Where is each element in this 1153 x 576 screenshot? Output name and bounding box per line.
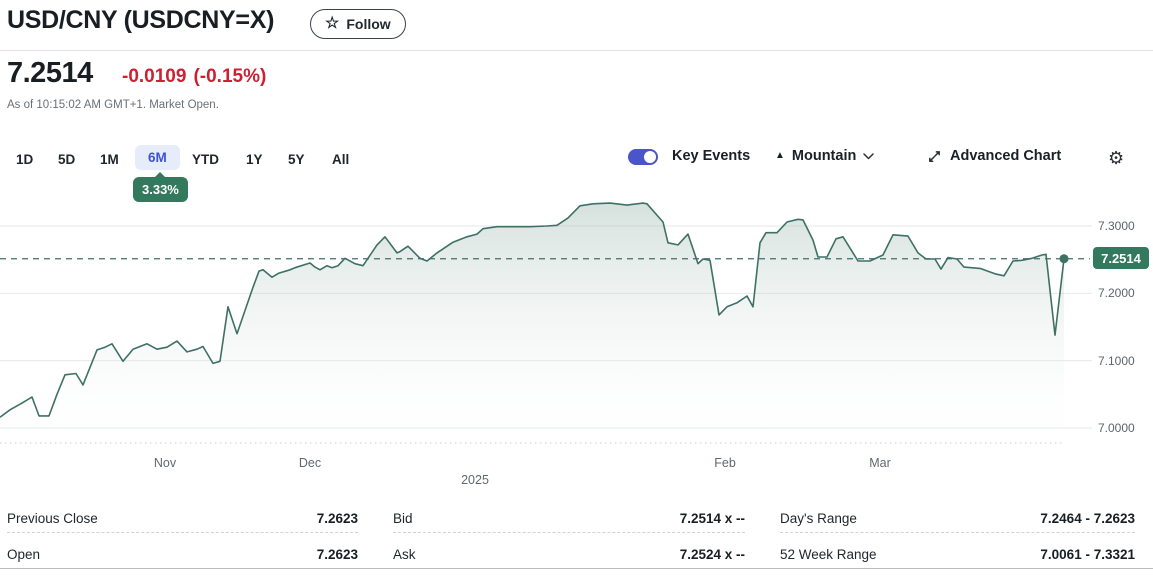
range-tab-5d[interactable]: 5D [58,147,75,172]
x-axis-label: Mar [869,456,891,470]
x-axis-label: Feb [714,456,736,470]
stat-label: Ask [393,547,416,562]
current-price-badge: 7.2514 [1093,247,1149,269]
chart-type-dropdown[interactable]: ▲ Mountain [775,148,875,164]
range-tab-1y[interactable]: 1Y [246,147,263,172]
current-price-marker [1059,254,1069,264]
follow-button[interactable]: ☆ Follow [310,9,406,39]
stat-open: Open 7.2623 [7,541,358,568]
stat-previous-close: Previous Close 7.2623 [7,505,358,533]
range-tab-all[interactable]: All [332,147,349,172]
x-axis-label: Dec [298,456,322,470]
stat-label: Open [7,547,41,562]
range-tab-1d[interactable]: 1D [16,147,33,172]
stat-bid: Bid 7.2514 x -- [393,505,745,533]
change-value: -0.0109 [122,66,187,87]
toggle-knob [644,151,656,163]
stat-label: Day's Range [780,511,857,526]
star-icon: ☆ [325,15,340,32]
stat-label: Bid [393,511,413,526]
stat-value: 7.2524 x -- [679,547,745,562]
stats-row: Open 7.2623 Ask 7.2524 x -- 52 Week Range 7.0… [0,541,1153,568]
price-chart[interactable] [0,190,1153,448]
range-change-tooltip: 3.33% [133,172,188,202]
range-tabs: 1D 5D 1M 6M YTD 1Y 5Y All [0,145,620,173]
gear-icon[interactable]: ⚙ [1108,148,1125,168]
current-price: 7.2514 [7,57,93,89]
key-events-toggle[interactable] [628,149,658,165]
stat-52-week-range: 52 Week Range 7.0061 - 7.3321 [780,541,1135,568]
range-tab-5y[interactable]: 5Y [288,147,305,172]
advanced-chart-label: Advanced Chart [950,148,1062,164]
advanced-chart-button[interactable]: Advanced Chart [927,148,1061,164]
x-axis-label: 2025 [461,473,489,487]
tooltip-arrow-icon [154,172,166,178]
as-of-timestamp: As of 10:15:02 AM GMT+1. Market Open. [7,99,219,111]
x-axis-label: Nov [153,456,177,470]
range-change-value: 3.33% [142,182,179,197]
stat-label: Previous Close [7,511,98,526]
page-title: USD/CNY (USDCNY=X) [7,6,275,34]
y-axis-label: 7.3000 [1098,219,1135,233]
area-fill [0,203,1064,443]
change-percent: (-0.15%) [193,66,267,87]
price-line [0,202,1065,418]
y-axis-label: 7.0000 [1098,421,1135,435]
key-events-label: Key Events [672,148,751,164]
mountain-triangle-icon: ▲ [775,150,785,161]
range-tab-ytd[interactable]: YTD [192,147,219,172]
stats-row: Previous Close 7.2623 Bid 7.2514 x -- Day's … [0,505,1153,533]
price-change: -0.0109 (-0.15%) [122,66,266,88]
stat-label: 52 Week Range [780,547,877,562]
y-axis-label: 7.2000 [1098,286,1135,301]
chevron-down-icon [863,152,875,159]
follow-label: Follow [346,16,391,32]
stat-value: 7.2514 x -- [679,511,745,526]
chart-controls: Key Events ▲ Mountain Advanced Chart ⚙ [628,146,1148,172]
stat-ask: Ask 7.2524 x -- [393,541,745,568]
y-axis-label: 7.1000 [1098,353,1135,368]
range-tab-6m[interactable]: 6M [135,145,180,170]
stat-value: 7.2623 [316,547,358,562]
stats-bottom-divider [0,568,1153,569]
range-tab-1m[interactable]: 1M [100,147,119,172]
stat-value: 7.2464 - 7.2623 [1040,511,1135,526]
expand-arrows-icon [929,150,940,162]
stat-value: 7.2623 [316,511,358,526]
header-divider [0,50,1153,51]
chart-type-label: Mountain [791,148,857,164]
stat-day-s-range: Day's Range 7.2464 - 7.2623 [780,505,1135,533]
stat-value: 7.0061 - 7.3321 [1040,547,1135,562]
